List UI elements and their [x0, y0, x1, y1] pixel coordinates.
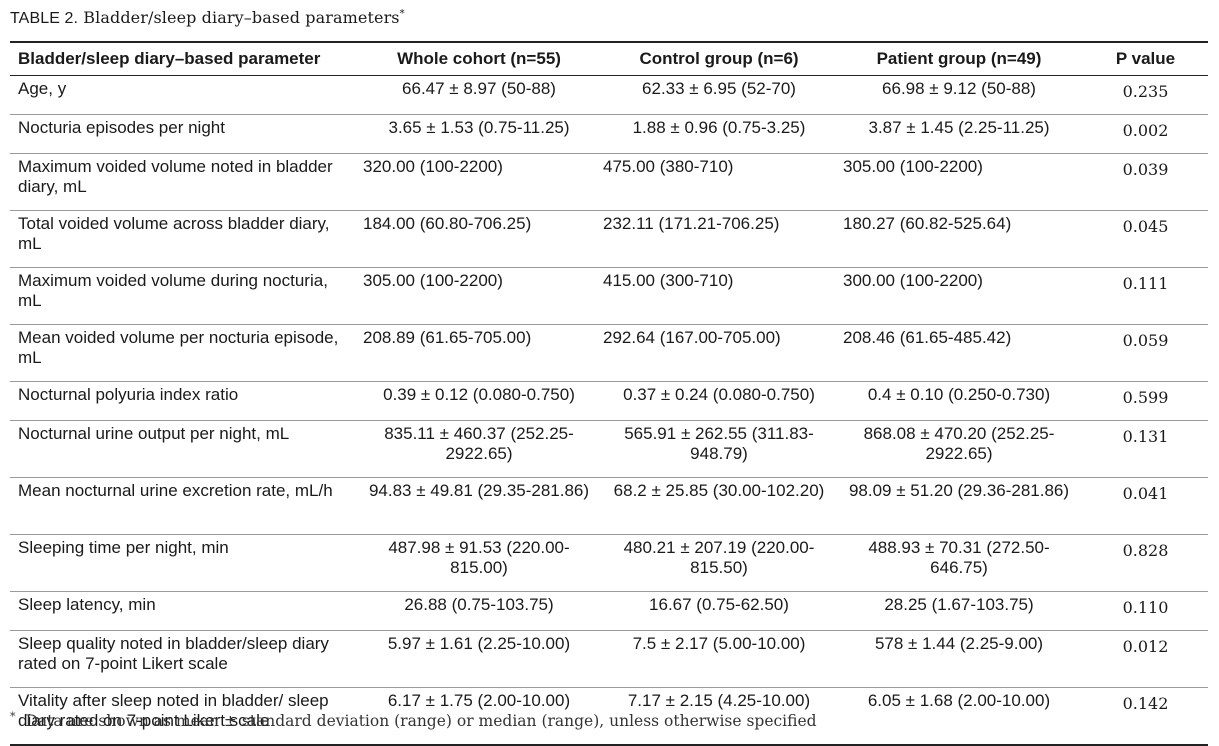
cell-p-value: 0.131: [1122, 427, 1169, 446]
cell-whole-cohort: 487.98 ± 91.53 (220.00-815.00): [388, 538, 570, 577]
cell-whole-cohort: 835.11 ± 460.37 (252.25-2922.65): [384, 424, 574, 463]
table-row: Nocturnal urine output per night, mL 835.…: [10, 421, 1208, 478]
cell-whole-cohort: 184.00 (60.80-706.25): [363, 214, 532, 233]
cell-patient-group: 0.4 ± 0.10 (0.250-0.730): [867, 385, 1051, 404]
cell-control-group: 232.11 (171.21-706.25): [603, 214, 780, 233]
cell-patient-group: 3.87 ± 1.45 (2.25-11.25): [868, 118, 1050, 137]
cell-p-value: 0.002: [1122, 121, 1169, 140]
cell-p-value: 0.828: [1122, 541, 1169, 560]
cell-whole-cohort: 5.97 ± 1.61 (2.25-10.00): [387, 634, 571, 653]
cell-patient-group: 98.09 ± 51.20 (29.36-281.86): [848, 481, 1070, 500]
cell-parameter: Sleeping time per night, min: [18, 538, 229, 557]
cell-control-group: 565.91 ± 262.55 (311.83-948.79): [624, 424, 814, 463]
cell-control-group: 7.17 ± 2.15 (4.25-10.00): [627, 691, 811, 710]
cell-control-group: 1.88 ± 0.96 (0.75-3.25): [632, 118, 806, 137]
data-table-container: Bladder/sleep diary–based parameter Whol…: [10, 41, 1208, 746]
footnote-text: Data are shown as mean ± standard deviat…: [25, 712, 817, 731]
table-number: TABLE 2.: [10, 10, 79, 27]
cell-patient-group: 578 ± 1.44 (2.25-9.00): [874, 634, 1044, 653]
table-row: Sleep quality noted in bladder/sleep dia…: [10, 631, 1208, 688]
cell-p-value: 0.142: [1122, 694, 1169, 713]
table-row: Mean nocturnal urine excretion rate, mL/…: [10, 478, 1208, 535]
cell-whole-cohort: 208.89 (61.65-705.00): [363, 328, 532, 347]
cell-patient-group: 208.46 (61.65-485.42): [843, 328, 1012, 347]
cell-parameter: Nocturia episodes per night: [18, 118, 225, 137]
cell-whole-cohort: 26.88 (0.75-103.75): [404, 595, 554, 614]
cell-control-group: 0.37 ± 0.24 (0.080-0.750): [623, 385, 815, 404]
cell-control-group: 415.00 (300-710): [603, 271, 734, 290]
cell-whole-cohort: 0.39 ± 0.12 (0.080-0.750): [383, 385, 575, 404]
cell-patient-group: 305.00 (100-2200): [843, 157, 983, 176]
header-control-group: Control group (n=6): [639, 49, 799, 68]
cell-whole-cohort: 6.17 ± 1.75 (2.00-10.00): [387, 691, 571, 710]
cell-control-group: 7.5 ± 2.17 (5.00-10.00): [632, 634, 806, 653]
table-row: Sleeping time per night, min 487.98 ± 91.…: [10, 535, 1208, 592]
cell-parameter: Sleep quality noted in bladder/sleep dia…: [18, 634, 329, 673]
header-parameter: Bladder/sleep diary–based parameter: [18, 49, 321, 68]
cell-whole-cohort: 3.65 ± 1.53 (0.75-11.25): [388, 118, 570, 137]
cell-parameter: Age, y: [18, 79, 67, 98]
cell-p-value: 0.235: [1122, 82, 1169, 101]
parameters-table: Bladder/sleep diary–based parameter Whol…: [10, 41, 1208, 746]
cell-patient-group: 66.98 ± 9.12 (50-88): [882, 79, 1036, 98]
cell-control-group: 292.64 (167.00-705.00): [603, 328, 781, 347]
cell-control-group: 475.00 (380-710): [603, 157, 734, 176]
cell-parameter: Total voided volume across bladder diary…: [18, 214, 330, 253]
footnote-marker: *: [10, 710, 16, 723]
cell-p-value: 0.110: [1122, 598, 1169, 617]
table-row: Total voided volume across bladder diary…: [10, 211, 1208, 268]
cell-parameter: Mean voided volume per nocturia episode,…: [18, 328, 339, 367]
table-row: Mean voided volume per nocturia episode,…: [10, 325, 1208, 382]
cell-control-group: 68.2 ± 25.85 (30.00-102.20): [613, 481, 825, 500]
cell-whole-cohort: 94.83 ± 49.81 (29.35-281.86): [368, 481, 590, 500]
header-whole-cohort: Whole cohort (n=55): [397, 49, 561, 68]
cell-parameter: Mean nocturnal urine excretion rate, mL/…: [18, 481, 333, 500]
cell-p-value: 0.599: [1122, 388, 1169, 407]
cell-parameter: Maximum voided volume during nocturia, m…: [18, 271, 328, 310]
cell-control-group: 62.33 ± 6.95 (52-70): [642, 79, 796, 98]
cell-p-value: 0.041: [1122, 484, 1169, 503]
header-p-value: P value: [1115, 49, 1176, 68]
cell-patient-group: 488.93 ± 70.31 (272.50-646.75): [868, 538, 1050, 577]
cell-p-value: 0.039: [1122, 160, 1169, 179]
cell-patient-group: 6.05 ± 1.68 (2.00-10.00): [867, 691, 1051, 710]
table-footnote: * Data are shown as mean ± standard devia…: [10, 710, 817, 730]
table-row: Maximum voided volume noted in bladder d…: [10, 154, 1208, 211]
table-caption: TABLE 2. Bladder/sleep diary–based param…: [10, 8, 405, 28]
cell-p-value: 0.059: [1122, 331, 1169, 350]
cell-patient-group: 300.00 (100-2200): [843, 271, 983, 290]
cell-parameter: Vitality after sleep noted in bladder/ s…: [18, 691, 329, 730]
table-row: Maximum voided volume during nocturia, m…: [10, 268, 1208, 325]
cell-parameter: Maximum voided volume noted in bladder d…: [18, 157, 333, 196]
cell-whole-cohort: 66.47 ± 8.97 (50-88): [402, 79, 556, 98]
cell-p-value: 0.111: [1122, 274, 1169, 293]
table-row: Age, y 66.47 ± 8.97 (50-88) 62.33 ± 6.95 (…: [10, 76, 1208, 115]
cell-control-group: 480.21 ± 207.19 (220.00-815.50): [623, 538, 815, 577]
cell-p-value: 0.045: [1122, 217, 1169, 236]
cell-patient-group: 28.25 (1.67-103.75): [884, 595, 1034, 614]
table-row: Sleep latency, min 26.88 (0.75-103.75) 16.…: [10, 592, 1208, 631]
cell-whole-cohort: 305.00 (100-2200): [363, 271, 503, 290]
cell-whole-cohort: 320.00 (100-2200): [363, 157, 503, 176]
header-patient-group: Patient group (n=49): [876, 49, 1042, 68]
table-title: Bladder/sleep diary–based parameters: [83, 8, 400, 27]
cell-parameter: Nocturnal urine output per night, mL: [18, 424, 290, 443]
caption-footnote-marker: *: [399, 8, 405, 20]
cell-parameter: Sleep latency, min: [18, 595, 156, 614]
cell-control-group: 16.67 (0.75-62.50): [649, 595, 789, 614]
table-row: Nocturnal polyuria index ratio 0.39 ± 0.1…: [10, 382, 1208, 421]
cell-patient-group: 868.08 ± 470.20 (252.25-2922.65): [863, 424, 1055, 463]
cell-parameter: Nocturnal polyuria index ratio: [18, 385, 239, 404]
cell-patient-group: 180.27 (60.82-525.64): [843, 214, 1012, 233]
table-row: Nocturia episodes per night 3.65 ± 1.53 (…: [10, 115, 1208, 154]
table-row: Vitality after sleep noted in bladder/ s…: [10, 688, 1208, 745]
table-header-row: Bladder/sleep diary–based parameter Whol…: [10, 42, 1208, 76]
cell-p-value: 0.012: [1122, 637, 1169, 656]
